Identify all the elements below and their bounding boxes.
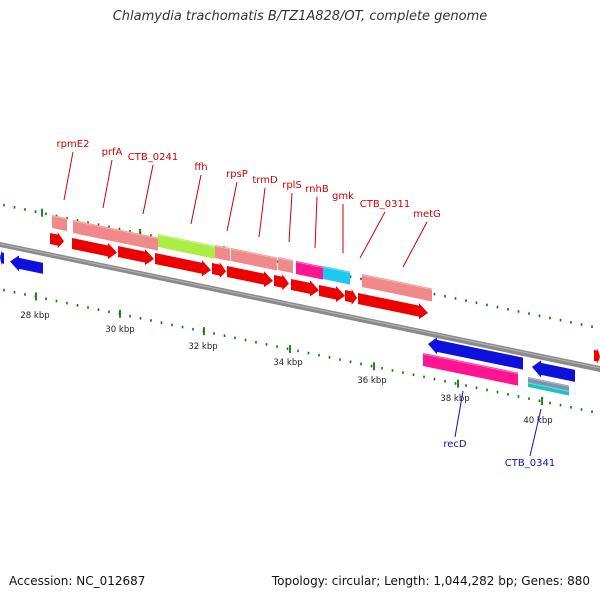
scale-label-28kbp: 28 kbp — [20, 311, 49, 321]
gene-rpsP-feature — [215, 245, 230, 262]
cds-arrow-edge — [594, 348, 600, 365]
scale-label-32kbp: 32 kbp — [188, 342, 217, 352]
leader-line-prfA — [102, 159, 113, 209]
gene-ffh-feature-shine — [157, 234, 216, 248]
gene-gmk-feature-shine — [322, 266, 351, 274]
gene-CTB_0341-feature-band-shine — [527, 382, 570, 392]
cds-arrow — [50, 232, 64, 249]
scale-label-34kbp: 34 kbp — [273, 358, 302, 368]
reverse-cds-arrow — [10, 255, 43, 274]
scale-label-30kbp: 30 kbp — [105, 325, 134, 335]
gene-label-trmD: trmD — [252, 175, 278, 186]
genome-backbone-shine — [0, 243, 600, 369]
gene-label-rplS: rplS — [282, 180, 302, 191]
gene-metG-feature — [362, 274, 432, 302]
gene-rpsP-feature-shine — [214, 245, 231, 250]
gene-label-recD: recD — [443, 439, 467, 450]
gene-trmD-feature-shine — [230, 248, 278, 259]
gene-metG-feature-shine — [361, 274, 433, 290]
leader-line-rpsP — [226, 181, 238, 232]
gene-CTB_0341-feature — [528, 377, 569, 391]
cds-arrow — [227, 266, 273, 288]
gene-prfA-feature-shine — [72, 220, 159, 240]
genome-map-title: Chlamydia trachomatis B/TZ1A828/OT, comp… — [112, 9, 488, 24]
gene-rpmE2-feature — [52, 215, 67, 232]
leader-line-CTB_0311 — [359, 211, 386, 259]
backbone-layer — [0, 242, 600, 372]
cds-arrow — [319, 285, 345, 303]
leader-line-rplS — [288, 192, 293, 243]
topology-text: Topology: circular; Length: 1,044,282 bp… — [271, 574, 590, 588]
reverse-cds-arrow-edge — [0, 249, 4, 266]
leader-line-trmD — [258, 187, 266, 238]
gene-rnhB-feature — [296, 261, 323, 280]
gene-label-CTB_0311: CTB_0311 — [360, 199, 410, 210]
cds-arrow — [345, 288, 357, 305]
gene-ffh-feature — [158, 234, 215, 259]
gene-prfA-feature — [73, 220, 158, 251]
genome-backbone — [0, 242, 600, 372]
gene-label-CTB_0241: CTB_0241 — [128, 152, 178, 163]
gene-label-rnhB: rnhB — [305, 184, 329, 195]
gene-recD-feature-shine — [422, 353, 519, 375]
leader-line-rpmE2 — [63, 151, 74, 201]
cds-arrow — [155, 253, 211, 277]
reverse-cds-arrow — [428, 337, 523, 370]
scale-label-38kbp: 38 kbp — [440, 394, 469, 404]
gene-rnhB-feature-shine — [295, 261, 324, 269]
reverse-cds-arrow — [532, 360, 575, 382]
cds-arrow — [291, 279, 319, 297]
leader-line-metG — [402, 221, 428, 268]
gene-label-rpsP: rpsP — [226, 169, 248, 180]
cds-arrow — [118, 246, 154, 266]
gene-label-ffh: ffh — [194, 162, 207, 173]
leader-line-ffh — [190, 174, 202, 225]
gene-gmk-feature — [323, 266, 350, 285]
leader-line-recD — [454, 390, 464, 438]
accession-text: Accession: NC_012687 — [9, 574, 146, 588]
leader-line-CTB_0341 — [529, 408, 542, 457]
features-layer — [0, 215, 600, 396]
gene-trmD-feature — [231, 248, 277, 271]
gene-label-CTB_0341: CTB_0341 — [505, 458, 555, 469]
cds-arrow — [212, 262, 226, 279]
scale-label-36kbp: 36 kbp — [357, 376, 386, 386]
cds-arrow — [72, 238, 117, 259]
leader-line-rnhB — [314, 196, 318, 249]
gene-label-metG: metG — [413, 209, 441, 220]
cds-arrow — [274, 274, 289, 291]
gene-label-rpmE2: rpmE2 — [57, 139, 90, 150]
gene-CTB_0341-feature-band — [528, 382, 569, 396]
gene-rplS-feature — [278, 257, 293, 274]
gene-CTB_0341-feature-shine — [527, 377, 570, 387]
gene-label-prfA: prfA — [102, 147, 123, 158]
gene-rpmE2-feature-shine — [51, 215, 68, 220]
gene-rplS-feature-shine — [277, 257, 294, 262]
leader-line-CTB_0241 — [142, 164, 154, 215]
gene-recD-feature — [423, 353, 518, 386]
cds-arrow — [358, 293, 428, 320]
gene-label-gmk: gmk — [332, 191, 354, 202]
